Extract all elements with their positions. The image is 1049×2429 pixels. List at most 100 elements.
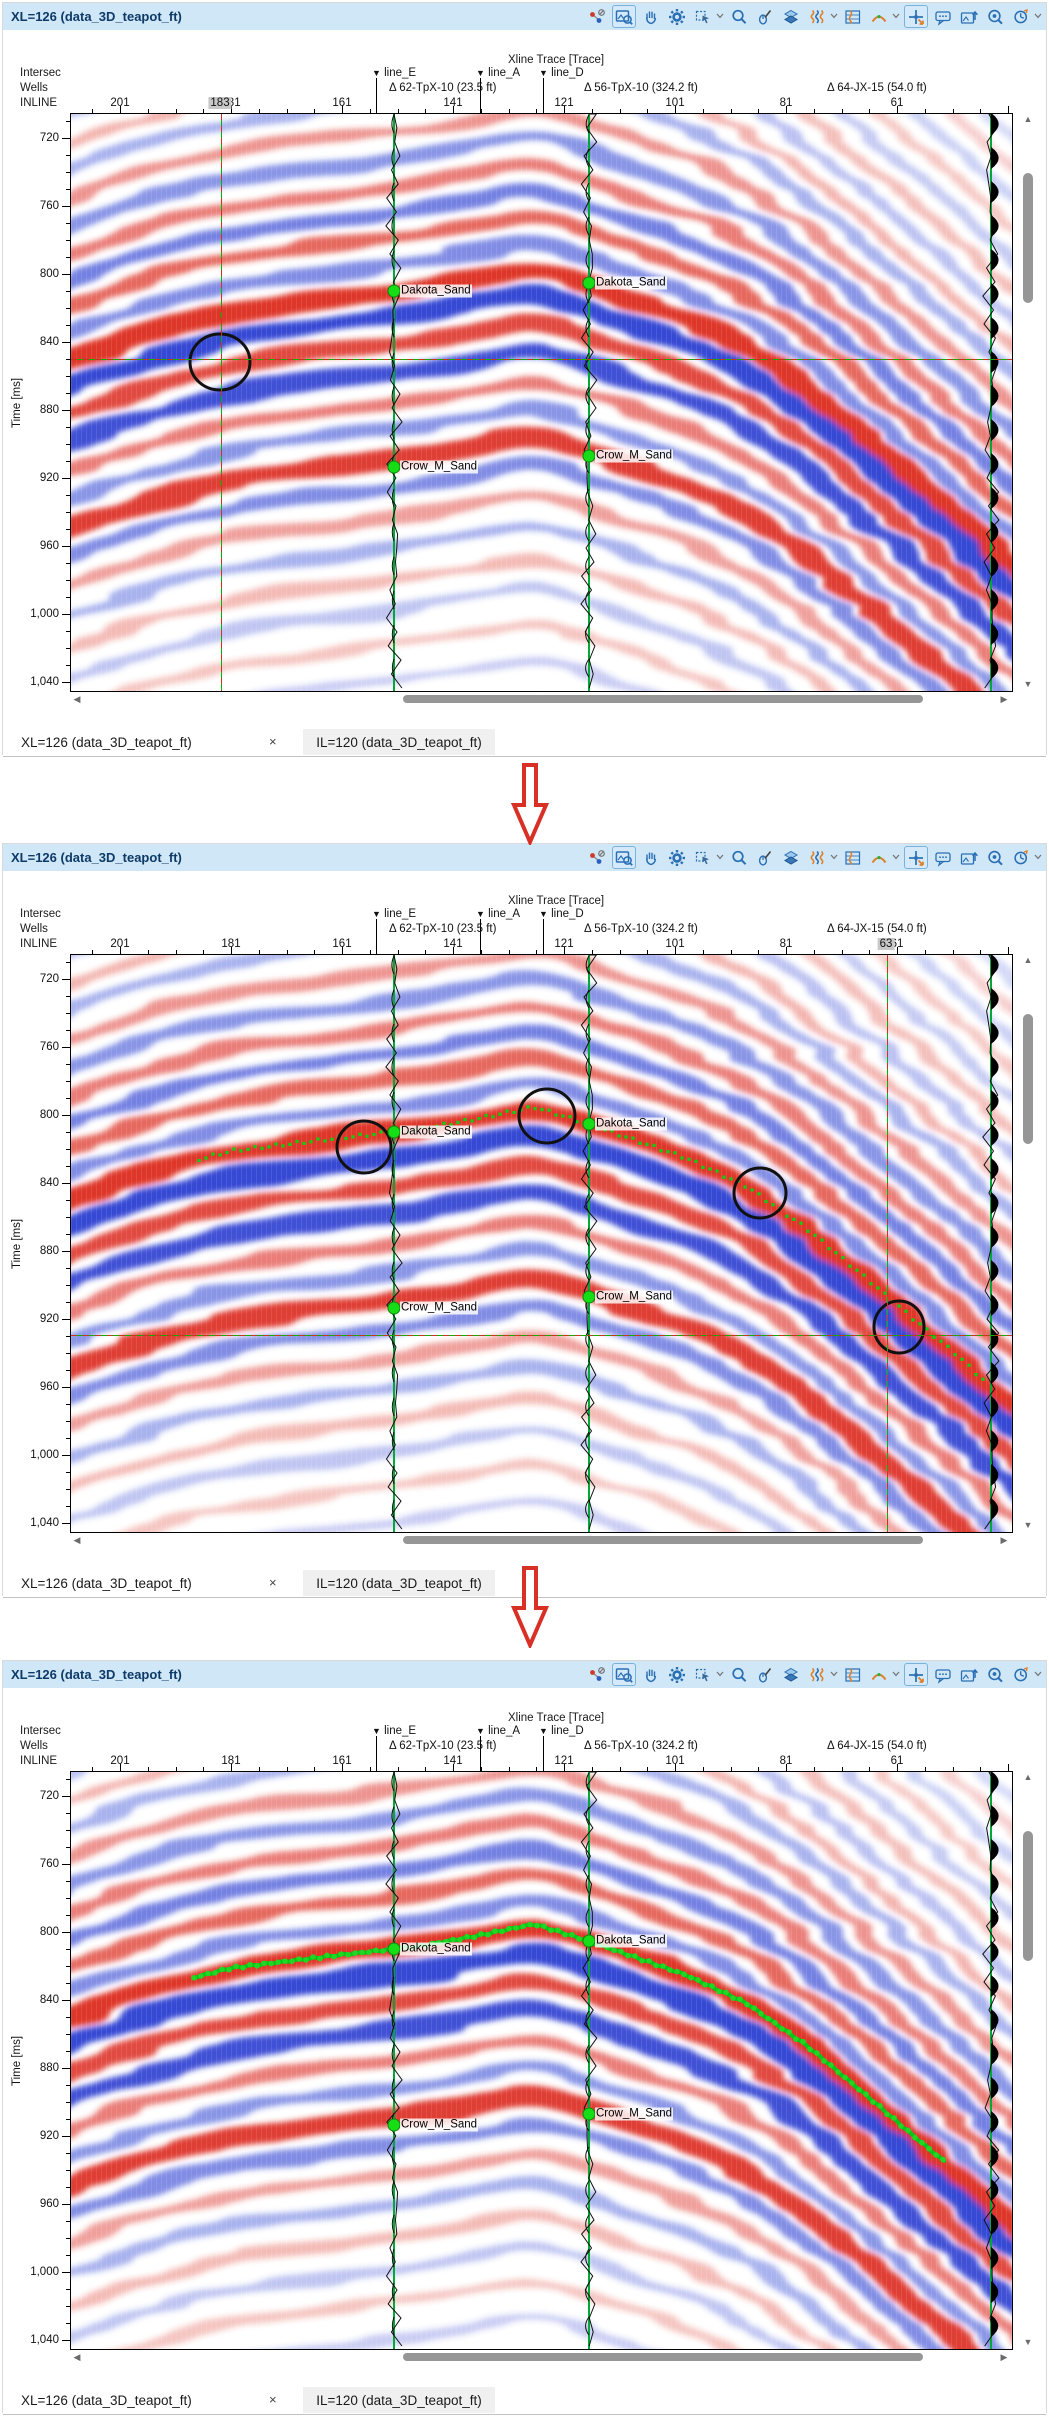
- dropdown-chevron-icon[interactable]: [716, 849, 724, 867]
- dropdown-chevron-icon[interactable]: [1034, 849, 1042, 867]
- tab-crossline[interactable]: XL=126 (data_3D_teapot_ft): [21, 735, 192, 750]
- horizontal-scroll-thumb[interactable]: [403, 695, 923, 703]
- pick-mode-icon[interactable]: [754, 1664, 776, 1685]
- wiggle-table-icon[interactable]: [842, 1664, 864, 1685]
- settings-gear-icon[interactable]: [666, 847, 688, 868]
- tab-crossline[interactable]: XL=126 (data_3D_teapot_ft): [21, 1576, 192, 1591]
- vertical-scrollbar[interactable]: ▲ ▼: [1015, 1771, 1041, 2348]
- scroll-right-button[interactable]: ▶: [1000, 1535, 1008, 1545]
- tracking-crosshair-icon[interactable]: [904, 5, 928, 28]
- seismic-section[interactable]: Dakota_Sand Dakota_Sand Crow_M_Sand Crow_M_…: [70, 113, 1013, 692]
- zoom-reset-icon[interactable]: [984, 1664, 1006, 1685]
- zoom-reset-icon[interactable]: [984, 6, 1006, 27]
- vertical-scroll-thumb[interactable]: [1023, 1831, 1033, 1961]
- snapshot-icon[interactable]: [958, 1664, 980, 1685]
- display-probe-icon[interactable]: [586, 847, 608, 868]
- vertical-scrollbar[interactable]: ▲ ▼: [1015, 113, 1041, 690]
- annotation-icon[interactable]: [932, 1664, 954, 1685]
- dropdown-chevron-icon[interactable]: [892, 8, 900, 26]
- formation-top-dot[interactable]: [582, 1934, 596, 1948]
- scroll-right-button[interactable]: ▶: [1000, 694, 1008, 704]
- layers-icon[interactable]: [780, 1664, 802, 1685]
- scroll-down-button[interactable]: ▼: [1023, 2337, 1033, 2347]
- formation-top-dot[interactable]: [387, 1942, 401, 1956]
- dropdown-chevron-icon[interactable]: [892, 1666, 900, 1684]
- tab-crossline[interactable]: XL=126 (data_3D_teapot_ft): [21, 2393, 192, 2408]
- zoom-magnifier-icon[interactable]: [728, 847, 750, 868]
- zoom-magnifier-icon[interactable]: [728, 1664, 750, 1685]
- formation-top-dot[interactable]: [582, 276, 596, 290]
- scroll-left-button[interactable]: ◀: [73, 694, 81, 704]
- wiggle-table-icon[interactable]: [842, 6, 864, 27]
- horizontal-scrollbar[interactable]: ◀ ▶: [70, 693, 1011, 705]
- scroll-up-button[interactable]: ▲: [1023, 955, 1033, 965]
- formation-top-dot[interactable]: [582, 449, 596, 463]
- pick-mode-icon[interactable]: [754, 6, 776, 27]
- tab-inline[interactable]: IL=120 (data_3D_teapot_ft): [303, 729, 495, 755]
- tab-inline[interactable]: IL=120 (data_3D_teapot_ft): [303, 2387, 495, 2413]
- image-settings-icon[interactable]: [612, 1663, 636, 1686]
- pan-hand-icon[interactable]: [640, 1664, 662, 1685]
- wiggle-display-icon[interactable]: [806, 6, 828, 27]
- image-settings-icon[interactable]: [612, 5, 636, 28]
- tab-close-icon[interactable]: ×: [269, 2392, 277, 2407]
- formation-top-dot[interactable]: [582, 1290, 596, 1304]
- horizontal-scrollbar[interactable]: ◀ ▶: [70, 1534, 1011, 1546]
- horizon-tools-icon[interactable]: [868, 6, 890, 27]
- wiggle-table-icon[interactable]: [842, 847, 864, 868]
- scroll-down-button[interactable]: ▼: [1023, 1520, 1033, 1530]
- history-clock-icon[interactable]: [1010, 6, 1032, 27]
- select-mode-icon[interactable]: [692, 847, 714, 868]
- formation-top-dot[interactable]: [582, 1117, 596, 1131]
- vertical-scroll-thumb[interactable]: [1023, 1014, 1033, 1144]
- dropdown-chevron-icon[interactable]: [830, 8, 838, 26]
- layers-icon[interactable]: [780, 6, 802, 27]
- settings-gear-icon[interactable]: [666, 1664, 688, 1685]
- tracking-crosshair-icon[interactable]: [904, 1663, 928, 1686]
- vertical-scrollbar[interactable]: ▲ ▼: [1015, 954, 1041, 1531]
- formation-top-dot[interactable]: [387, 1125, 401, 1139]
- scroll-left-button[interactable]: ◀: [73, 2352, 81, 2362]
- zoom-magnifier-icon[interactable]: [728, 6, 750, 27]
- horizon-tools-icon[interactable]: [868, 847, 890, 868]
- scroll-left-button[interactable]: ◀: [73, 1535, 81, 1545]
- select-mode-icon[interactable]: [692, 1664, 714, 1685]
- dropdown-chevron-icon[interactable]: [1034, 1666, 1042, 1684]
- dropdown-chevron-icon[interactable]: [716, 1666, 724, 1684]
- wiggle-display-icon[interactable]: [806, 847, 828, 868]
- horizontal-scroll-thumb[interactable]: [403, 2353, 923, 2361]
- scroll-right-button[interactable]: ▶: [1000, 2352, 1008, 2362]
- formation-top-dot[interactable]: [387, 1301, 401, 1315]
- horizontal-scrollbar[interactable]: ◀ ▶: [70, 2351, 1011, 2363]
- history-clock-icon[interactable]: [1010, 847, 1032, 868]
- tab-inline[interactable]: IL=120 (data_3D_teapot_ft): [303, 1570, 495, 1596]
- dropdown-chevron-icon[interactable]: [1034, 8, 1042, 26]
- formation-top-dot[interactable]: [387, 460, 401, 474]
- layers-icon[interactable]: [780, 847, 802, 868]
- scroll-down-button[interactable]: ▼: [1023, 679, 1033, 689]
- scroll-up-button[interactable]: ▲: [1023, 1772, 1033, 1782]
- tracking-crosshair-icon[interactable]: [904, 846, 928, 869]
- formation-top-dot[interactable]: [387, 2118, 401, 2132]
- zoom-reset-icon[interactable]: [984, 847, 1006, 868]
- dropdown-chevron-icon[interactable]: [716, 8, 724, 26]
- history-clock-icon[interactable]: [1010, 1664, 1032, 1685]
- annotation-icon[interactable]: [932, 6, 954, 27]
- scroll-up-button[interactable]: ▲: [1023, 114, 1033, 124]
- seismic-section[interactable]: Dakota_Sand Dakota_Sand Crow_M_Sand Crow_M_…: [70, 954, 1013, 1533]
- annotation-icon[interactable]: [932, 847, 954, 868]
- display-probe-icon[interactable]: [586, 1664, 608, 1685]
- display-probe-icon[interactable]: [586, 6, 608, 27]
- select-mode-icon[interactable]: [692, 6, 714, 27]
- formation-top-dot[interactable]: [387, 284, 401, 298]
- snapshot-icon[interactable]: [958, 847, 980, 868]
- formation-top-dot[interactable]: [582, 2107, 596, 2121]
- dropdown-chevron-icon[interactable]: [892, 849, 900, 867]
- settings-gear-icon[interactable]: [666, 6, 688, 27]
- tab-close-icon[interactable]: ×: [269, 734, 277, 749]
- pick-mode-icon[interactable]: [754, 847, 776, 868]
- horizontal-scroll-thumb[interactable]: [403, 1536, 923, 1544]
- wiggle-display-icon[interactable]: [806, 1664, 828, 1685]
- dropdown-chevron-icon[interactable]: [830, 1666, 838, 1684]
- dropdown-chevron-icon[interactable]: [830, 849, 838, 867]
